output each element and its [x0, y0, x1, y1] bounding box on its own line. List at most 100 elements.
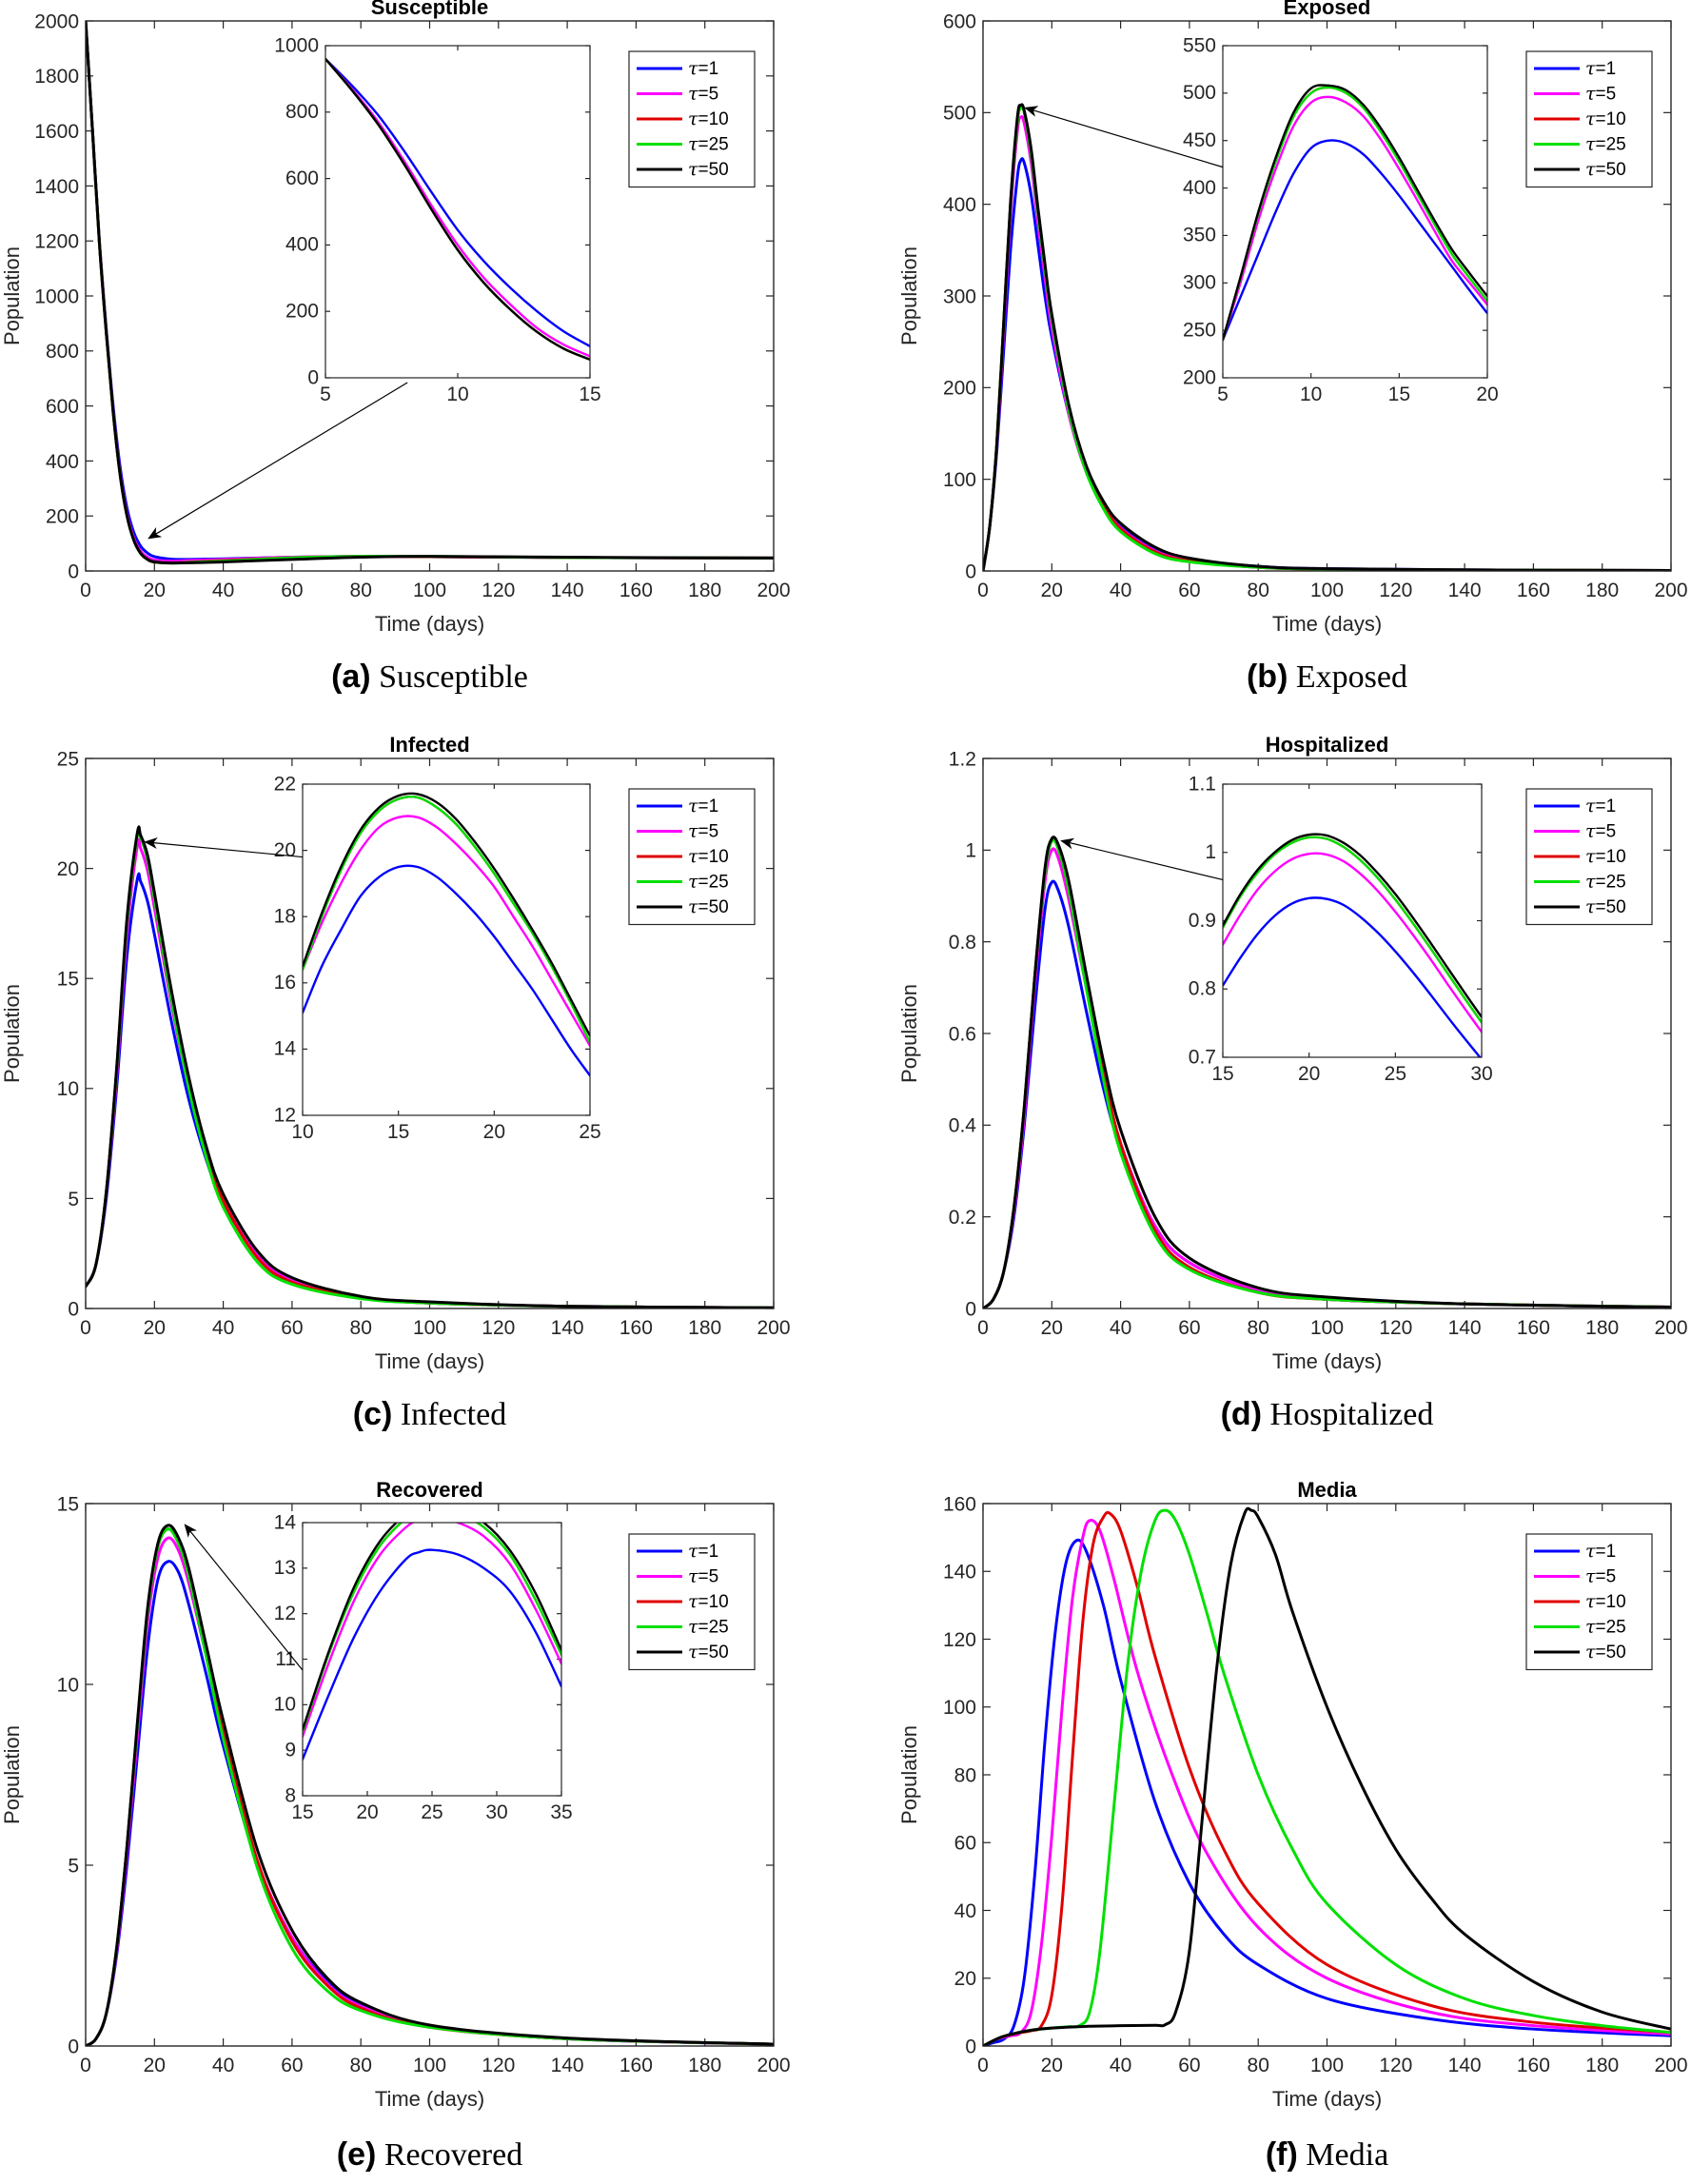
- chart-hospitalized: 0 20 40 60 80 100 120 140 160 180 20000.20.40.60.8…: [897, 733, 1688, 1432]
- infected-series-group: [86, 825, 774, 1308]
- hospitalized-inset-frame: [1222, 783, 1483, 1058]
- exposed-inset-series-group: [1223, 84, 1487, 342]
- infected-legend-value: =1: [698, 797, 719, 817]
- chart-recovered: 0 20 40 60 80 100 120 140 160 180 200 0 5 10 15 Recover…: [0, 1478, 791, 2173]
- exposed-x-tick-label: 80: [1248, 580, 1269, 601]
- hospitalized-x-tick-label: 0: [977, 1317, 989, 1339]
- infected-y-axis-label: Population: [0, 984, 24, 1083]
- susceptible-x-tick-label: 180: [688, 580, 721, 601]
- infected-inset-y-tick-label: 20: [274, 839, 296, 861]
- susceptible-y-tick-label: 1800: [34, 66, 79, 88]
- media-series-line-4: [983, 1506, 1671, 2046]
- recovered-y-tick-label: 15: [57, 1493, 79, 1515]
- infected-x-tick-label: 120: [482, 1317, 515, 1339]
- hospitalized-x-tick-label: 180: [1585, 1317, 1619, 1339]
- susceptible-y-axis-label: Population: [0, 246, 24, 345]
- hospitalized-axes-frame: [982, 758, 1672, 1309]
- recovered-inset-y-tick-label: 13: [274, 1557, 296, 1579]
- recovered-legend-value: =5: [698, 1567, 719, 1587]
- recovered-axes-frame: [85, 1503, 775, 2047]
- media-y-tick-label: 80: [954, 1764, 976, 1786]
- recovered-caption-tag: (e): [337, 2136, 377, 2173]
- recovered-x-tick-label: 140: [551, 2055, 584, 2076]
- infected-legend-label-4: τ=50: [688, 896, 729, 917]
- media-y-tick-label: 100: [943, 1697, 976, 1719]
- hospitalized-y-axis-label: Population: [897, 984, 921, 1083]
- infected-y-tick-label: 10: [57, 1078, 79, 1100]
- hospitalized-x-tick-label: 160: [1517, 1317, 1550, 1339]
- media-legend-value: =5: [1596, 1567, 1617, 1587]
- susceptible-inset-frame: [324, 45, 591, 379]
- exposed-inset-y-tick-label: 500: [1183, 82, 1216, 104]
- infected-x-tick-label: 180: [688, 1317, 721, 1339]
- recovered-legend-label-2: τ=10: [688, 1591, 729, 1612]
- infected-legend-symbol: τ: [688, 796, 698, 817]
- susceptible-x-tick-label: 0: [80, 580, 91, 601]
- hospitalized-inset-x-tick-label: 20: [1298, 1063, 1320, 1085]
- susceptible-caption-text: Susceptible: [371, 659, 528, 695]
- infected-inset-y-tick-label: 22: [274, 773, 296, 795]
- recovered-series-line-4: [86, 1524, 774, 2046]
- susceptible-legend-value: =50: [698, 160, 729, 180]
- susceptible-inset: 5 10 15 0 200 400 600 800 1000: [274, 34, 600, 405]
- exposed-inset-x-tick-label: 5: [1217, 384, 1229, 405]
- susceptible-legend-label-4: τ=50: [688, 159, 729, 180]
- exposed-inset-y-tick-label: 250: [1183, 319, 1216, 341]
- exposed-x-tick-label: 40: [1110, 580, 1131, 601]
- media-x-tick-label: 140: [1448, 2055, 1482, 2076]
- infected-legend-label-3: τ=25: [688, 872, 729, 893]
- susceptible-caption: (a) Susceptible: [331, 659, 528, 695]
- susceptible-title: Susceptible: [371, 0, 488, 19]
- hospitalized-inset-plot-area: [1223, 784, 1482, 1057]
- susceptible-y-tick-label: 400: [46, 451, 79, 473]
- media-legend-value: =50: [1596, 1643, 1626, 1663]
- infected-inset-series-line-4: [303, 792, 590, 1037]
- infected-legend-symbol: τ: [688, 846, 698, 867]
- exposed-legend-label-2: τ=10: [1585, 108, 1626, 129]
- susceptible-x-tick-label: 20: [144, 580, 166, 601]
- susceptible-y-tick-label: 800: [46, 341, 79, 363]
- susceptible-inset-series-group: [325, 57, 590, 362]
- infected-axes-frame: [85, 758, 775, 1309]
- exposed-x-tick-label: 180: [1585, 580, 1619, 601]
- recovered-inset-y-tick-label: 12: [274, 1603, 296, 1624]
- recovered-inset-frame: [302, 1522, 562, 1797]
- infected-y-tick-label: 15: [57, 969, 79, 991]
- susceptible-legend-label-0: τ=1: [688, 58, 718, 79]
- infected-x-axis-label: Time (days): [375, 1349, 484, 1373]
- hospitalized-legend-label-0: τ=1: [1585, 796, 1616, 817]
- infected-x-tick-label: 100: [413, 1317, 446, 1339]
- susceptible-axes-frame: [85, 20, 775, 572]
- chart-susceptible: 0 20 40 60 80 100 120 140 160 180 2000200400600800…: [0, 0, 791, 695]
- hospitalized-x-tick-label: 200: [1654, 1317, 1687, 1339]
- media-y-tick-label: 40: [954, 1900, 976, 1922]
- exposed-title: Exposed: [1284, 0, 1371, 19]
- hospitalized-series-group: [983, 836, 1671, 1308]
- exposed-x-tick-label: 200: [1654, 580, 1687, 601]
- hospitalized-legend-value: =5: [1596, 822, 1617, 842]
- media-title: Media: [1297, 1478, 1357, 1502]
- media-x-tick-label: 180: [1585, 2055, 1619, 2076]
- recovered-legend-symbol: τ: [688, 1566, 698, 1587]
- recovered-legend-symbol: τ: [688, 1591, 698, 1612]
- infected-zoom-arrow: [144, 837, 304, 858]
- infected-caption-tag: (c): [353, 1396, 393, 1432]
- recovered-inset-series-line-1: [303, 1523, 561, 1739]
- infected-legend-symbol: τ: [688, 872, 698, 893]
- media-legend-value: =10: [1596, 1592, 1626, 1612]
- hospitalized-legend-label-2: τ=10: [1585, 846, 1626, 867]
- hospitalized-y-tick-label: 1.2: [949, 748, 976, 770]
- infected-inset-y-tick-label: 14: [274, 1038, 297, 1060]
- hospitalized-y-tick-label: 0.2: [949, 1207, 976, 1229]
- recovered-title: Recovered: [376, 1478, 483, 1502]
- exposed-x-tick-label: 20: [1041, 580, 1063, 601]
- media-caption-text: Media: [1298, 2137, 1388, 2173]
- infected-x-tick-label: 160: [619, 1317, 653, 1339]
- media-caption-tag: (f): [1266, 2136, 1298, 2173]
- recovered-inset-y-tick-label: 10: [274, 1694, 296, 1716]
- susceptible-y-tick-label: 2000: [34, 10, 79, 32]
- exposed-zoom-arrow: [1024, 106, 1224, 168]
- susceptible-inset-series-line-4: [325, 57, 590, 362]
- exposed-inset-frame: [1222, 45, 1488, 379]
- exposed-legend-symbol: τ: [1585, 159, 1596, 180]
